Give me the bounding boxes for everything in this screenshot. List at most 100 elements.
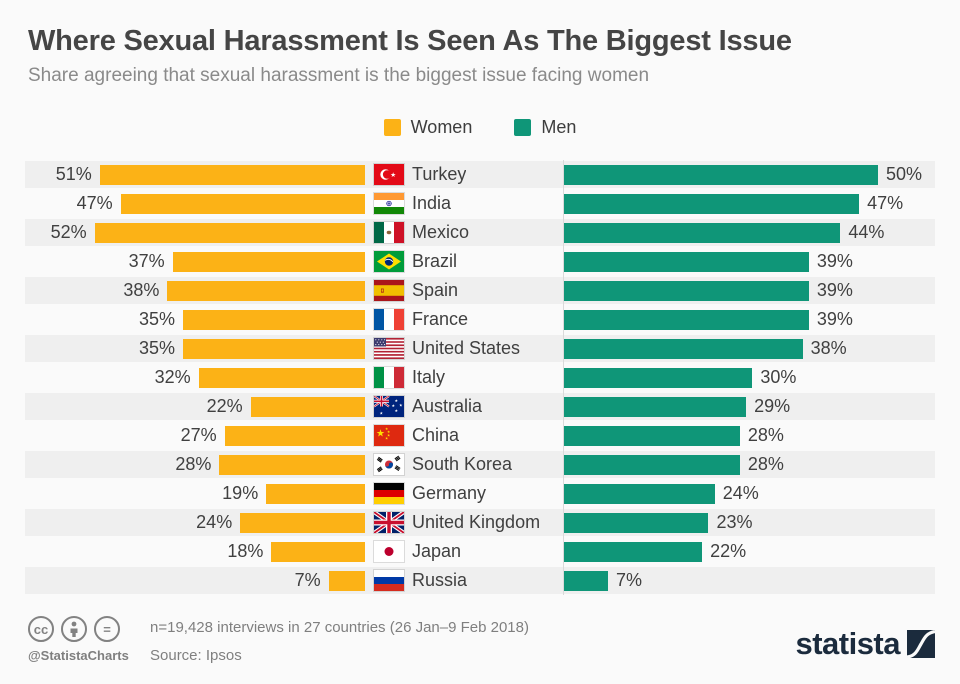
women-bar — [120, 193, 365, 214]
notes-block: n=19,428 interviews in 27 countries (26 … — [150, 616, 529, 664]
men-value-label: 29% — [754, 396, 791, 416]
women-value-label: 38% — [123, 280, 160, 300]
country-cell: ★ Turkey — [365, 160, 563, 189]
svg-text:★: ★ — [399, 403, 403, 408]
women-cell: 7% — [25, 566, 365, 595]
flag-spain-icon — [374, 280, 404, 301]
men-cell: 39% — [563, 247, 935, 276]
women-bar — [94, 222, 365, 243]
chart-header: Where Sexual Harassment Is Seen As The B… — [28, 24, 932, 87]
men-bar — [564, 309, 809, 330]
women-bar — [266, 483, 365, 504]
men-cell: 28% — [563, 421, 935, 450]
men-cell: 47% — [563, 189, 935, 218]
country-label: United States — [412, 338, 521, 358]
flag-australia-icon: ★ ★ ★ ★ ★ — [374, 396, 404, 417]
page-subtitle: Share agreeing that sexual harassment is… — [28, 65, 650, 86]
country-cell: India — [365, 189, 563, 218]
chart-row: 47% India 47% — [25, 189, 935, 218]
flag-china-icon: ★ ★ ★ ★ ★ — [374, 425, 404, 446]
men-cell: 7% — [563, 566, 935, 595]
men-cell: 38% — [563, 334, 935, 363]
svg-text:★: ★ — [387, 430, 390, 434]
svg-text:★: ★ — [387, 434, 390, 438]
statista-charts-handle: @StatistaCharts — [28, 648, 129, 663]
women-cell: 38% — [25, 276, 365, 305]
chart-row: 37% Brazil 39% — [25, 247, 935, 276]
women-value-label: 27% — [180, 425, 217, 445]
men-bar — [564, 222, 841, 243]
chart-row: 35% United States 38% — [25, 334, 935, 363]
flag-brazil-icon — [374, 251, 404, 272]
source-note: Source: Ipsos — [150, 647, 242, 664]
women-cell: 24% — [25, 508, 365, 537]
chart-row: 38% Spain 39% — [25, 276, 935, 305]
women-cell: 52% — [25, 218, 365, 247]
country-label: Turkey — [412, 164, 467, 184]
women-bar — [240, 512, 365, 533]
women-value-label: 7% — [294, 570, 321, 590]
chart-row: 19% Germany 24% — [25, 479, 935, 508]
men-cell: 22% — [563, 537, 935, 566]
country-label: Mexico — [412, 222, 470, 242]
men-value-label: 24% — [722, 483, 759, 503]
men-value-label: 7% — [615, 570, 642, 590]
men-value-label: 39% — [816, 280, 853, 300]
country-label: Spain — [412, 280, 459, 300]
country-cell: Brazil — [365, 247, 563, 276]
flag-uk-icon — [374, 512, 404, 533]
flag-turkey-icon: ★ — [374, 164, 404, 185]
women-value-label: 52% — [50, 222, 87, 242]
men-bar — [564, 251, 809, 272]
legend-item-men: Men — [514, 117, 576, 138]
creative-commons-icons: cc = — [28, 616, 140, 642]
country-cell: ★ ★ ★ ★ ★ China — [365, 421, 563, 450]
chart-row: 28% South Korea 28% — [25, 450, 935, 479]
men-bar — [564, 512, 709, 533]
men-bar — [564, 164, 878, 185]
chart-row: 7% Russia 7% — [25, 566, 935, 595]
women-value-label: 37% — [128, 251, 165, 271]
flag-india-icon — [374, 193, 404, 214]
country-cell: United Kingdom — [365, 508, 563, 537]
women-value-label: 28% — [175, 454, 212, 474]
page-title: Where Sexual Harassment Is Seen As The B… — [28, 25, 792, 57]
chart-row: 22% ★ ★ ★ ★ ★ Australia 29% — [25, 392, 935, 421]
men-bar — [564, 367, 753, 388]
svg-text:★: ★ — [392, 403, 396, 408]
women-bar — [224, 425, 365, 446]
men-bar — [564, 425, 740, 446]
women-cell: 18% — [25, 537, 365, 566]
women-bar — [183, 338, 365, 359]
women-bar — [172, 251, 365, 272]
svg-text:★: ★ — [380, 411, 384, 416]
chart-row: 27% ★ ★ ★ ★ ★ China 28% — [25, 421, 935, 450]
women-value-label: 35% — [138, 309, 175, 329]
cc-icon: cc — [28, 616, 54, 642]
butterfly-bar-chart: 51% ★ Turkey 50% 47% India 47% 52% — [25, 160, 935, 595]
women-bar — [271, 541, 365, 562]
country-cell: France — [365, 305, 563, 334]
statista-logo-mark-icon — [906, 629, 936, 659]
men-bar — [564, 483, 715, 504]
men-cell: 29% — [563, 392, 935, 421]
men-value-label: 23% — [716, 512, 753, 532]
svg-text:★: ★ — [395, 408, 399, 413]
country-cell: ★ ★ ★ ★ ★ Australia — [365, 392, 563, 421]
flag-russia-icon — [374, 570, 404, 591]
men-cell: 39% — [563, 305, 935, 334]
women-cell: 19% — [25, 479, 365, 508]
women-cell: 37% — [25, 247, 365, 276]
statista-logo: statista — [795, 616, 936, 659]
attribution-person-icon — [61, 616, 87, 642]
chart-row: 18% Japan 22% — [25, 537, 935, 566]
legend: Women Men — [0, 117, 960, 138]
men-value-label: 28% — [747, 425, 784, 445]
men-cell: 39% — [563, 276, 935, 305]
svg-text:★: ★ — [395, 398, 399, 403]
country-label: United Kingdom — [412, 512, 541, 532]
flag-usa-icon — [374, 338, 404, 359]
license-block: cc = @StatistaCharts — [28, 616, 140, 663]
women-cell: 27% — [25, 421, 365, 450]
women-cell: 47% — [25, 189, 365, 218]
